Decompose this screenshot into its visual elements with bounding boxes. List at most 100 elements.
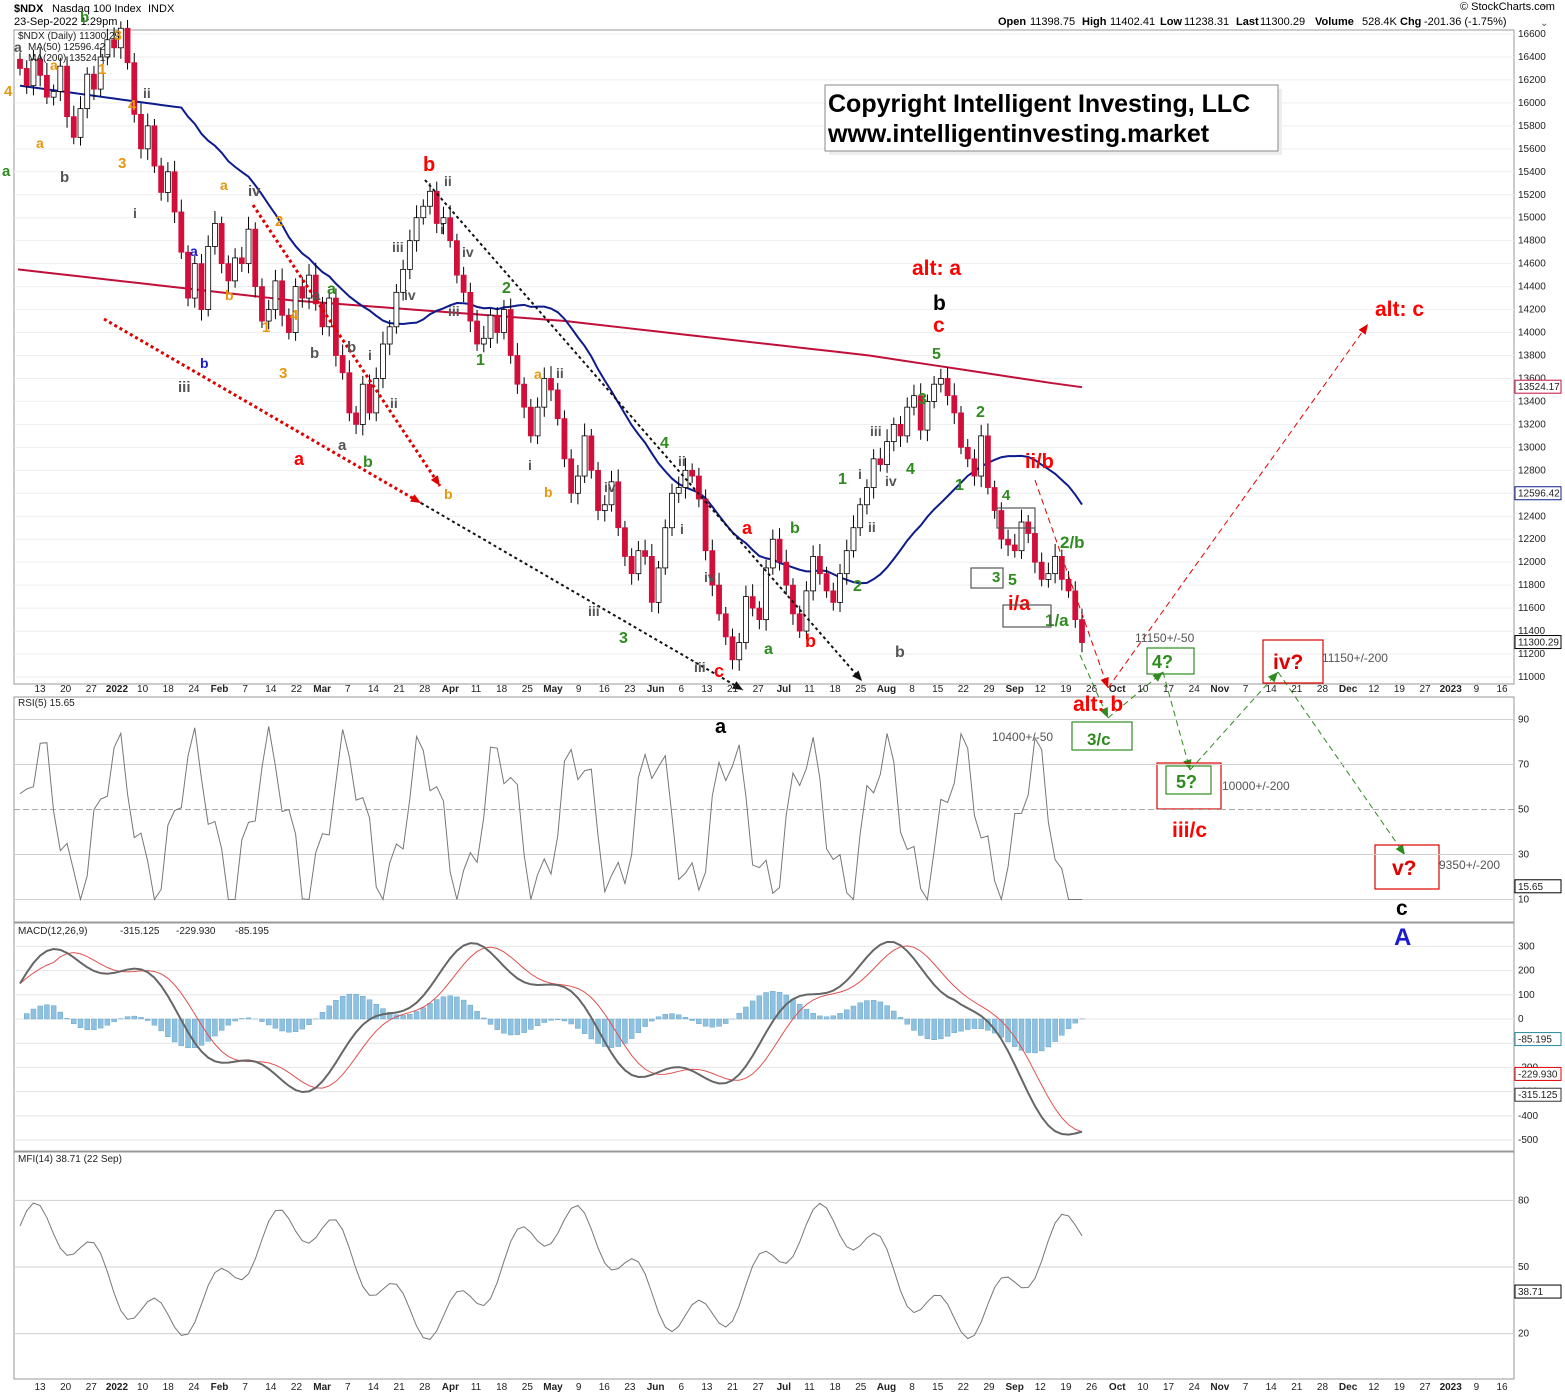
header-nav-icons[interactable]: ⌃ ⌄ [1540, 4, 1548, 29]
ma50-tag: 12596.42 [1518, 489, 1560, 500]
x-tick-label: 21 [1291, 1382, 1303, 1393]
macd-histogram-bar [454, 996, 460, 1020]
macd-histogram-bar [931, 1018, 937, 1041]
macd-line-tag: -315.125 [1518, 1090, 1558, 1101]
candle-up [501, 309, 507, 333]
candle-up [837, 573, 843, 603]
candle-up [736, 642, 743, 661]
macd-histogram-bar [850, 1005, 857, 1020]
candle-down [1079, 619, 1085, 643]
panel-frames [13, 29, 1515, 1380]
rsi-y-tick: 50 [1518, 805, 1530, 816]
collapse-icon[interactable]: ⌃ [1540, 4, 1548, 15]
candle-down [339, 355, 346, 374]
candle-down [1065, 579, 1072, 592]
header-symbol: $NDX [14, 3, 44, 15]
candle-down [198, 263, 205, 310]
target-3c-label: 3/c [1087, 730, 1111, 749]
macd-histogram-bar [628, 1018, 635, 1039]
x-tick-label: 10 [137, 1382, 149, 1393]
wave-label: b [544, 484, 553, 500]
wave-label: 3 [279, 365, 287, 382]
candle-down [958, 412, 964, 448]
candle-down [366, 383, 373, 414]
y-tick-label: 13800 [1518, 351, 1546, 362]
macd-histogram-bar [286, 1018, 292, 1033]
y-tick-label: 11600 [1518, 603, 1546, 614]
y-tick-label: 15200 [1518, 190, 1546, 201]
x-tick-label: 18 [830, 684, 842, 695]
macd-histogram-bar [810, 1013, 816, 1020]
wave-label: b [80, 9, 89, 26]
macd-histogram-bar [97, 1018, 104, 1029]
candle-up [890, 423, 897, 443]
macd-histogram-bar [723, 1018, 729, 1024]
macd-histogram-bar [481, 1017, 487, 1020]
x-tick-label: 19 [1394, 684, 1406, 695]
x-tick-label: Apr [442, 684, 459, 695]
macd-histogram-bar [501, 1018, 507, 1034]
macd-histogram-bar [360, 996, 366, 1020]
red-channel-upper [251, 204, 442, 487]
wave-label: i [368, 347, 372, 363]
y-tick-label: 16600 [1518, 29, 1546, 40]
macd-histogram-bar [534, 1018, 541, 1027]
macd-histogram-bar [669, 1013, 675, 1020]
macd-histogram-bar [225, 1018, 232, 1026]
svg-text:11402.41: 11402.41 [1110, 16, 1155, 28]
macd-histogram-bar [897, 1017, 904, 1020]
x-tick-label: 8 [909, 684, 915, 695]
macd-histogram-bar [84, 1018, 90, 1030]
macd-histogram-bar [655, 1016, 662, 1020]
expand-icon[interactable]: ⌄ [1540, 18, 1548, 29]
black-upper-trendline [424, 179, 863, 682]
candle-down [722, 613, 729, 638]
x-tick-label: 14 [1266, 684, 1278, 695]
macd-histogram-bar [413, 1011, 420, 1020]
candle-up [904, 406, 911, 437]
macd-histogram-bar [998, 1018, 1005, 1038]
y-tick-label: 13000 [1518, 442, 1546, 453]
candle-down [17, 58, 23, 69]
x-tick-label: 27 [753, 1382, 765, 1393]
macd-histogram-bar [400, 1015, 406, 1020]
macd-histogram-bar [447, 995, 453, 1020]
mfi-y-tick: 20 [1518, 1329, 1530, 1340]
wave-label: a [327, 281, 336, 298]
x-tick-label: Dec [1339, 1382, 1358, 1393]
red-forecast-down-head [1100, 677, 1109, 688]
x-tick-label: 27 [1419, 684, 1431, 695]
macd-histogram-bar [319, 1012, 326, 1020]
target-boxes: 4? 11150+/-50 iv? 11150+/-200 3/c 10400+/-50 5… [970, 507, 1500, 890]
x-tick-label: 21 [1291, 684, 1303, 695]
mfi-panel: 20 50 80 38.71 [14, 1195, 1562, 1340]
macd-histogram-bar [1052, 1018, 1058, 1042]
candles [17, 19, 1085, 671]
x-tick-label: Nov [1210, 684, 1229, 695]
x-tick-label: 6 [678, 1382, 684, 1393]
wave-label: 3 [114, 27, 122, 43]
macd-histogram-bar [756, 995, 763, 1020]
x-tick-label: Aug [877, 684, 896, 695]
wave-label: alt: b [1073, 693, 1123, 716]
candle-down [790, 584, 796, 615]
candle-up [205, 246, 212, 310]
candle-up [191, 263, 198, 299]
candle-down [178, 211, 185, 253]
candle-down [568, 458, 575, 494]
x-tick-label: 16 [1496, 684, 1508, 695]
wave-label: iii/c [1172, 819, 1207, 842]
macd-histogram-bar [649, 1018, 655, 1022]
candle-down [689, 469, 696, 477]
candle-up [30, 58, 37, 87]
candle-up [601, 504, 608, 511]
macd-histogram-bar [891, 1010, 897, 1020]
wave-label: a [14, 39, 22, 55]
y-tick-label: 15400 [1518, 167, 1546, 178]
macd-histogram-bar [192, 1018, 198, 1048]
macd-histogram-bar [131, 1015, 137, 1020]
candle-down [238, 257, 245, 265]
wave-label: iv [462, 244, 474, 260]
macd-histogram-bar [64, 1018, 70, 1020]
candle-down [695, 475, 702, 500]
